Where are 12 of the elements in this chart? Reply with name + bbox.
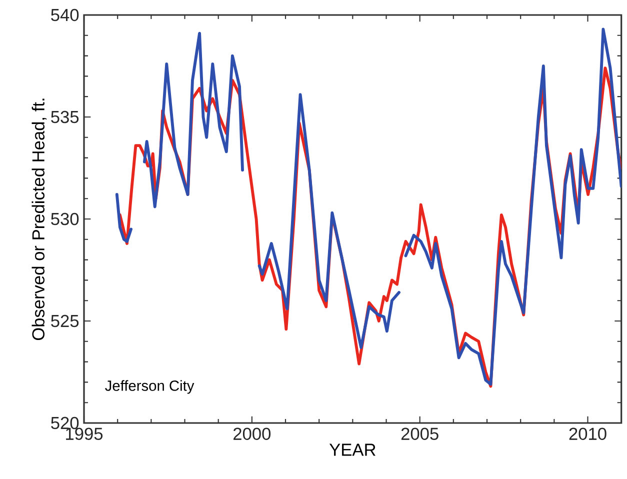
x-axis-title: YEAR (329, 444, 376, 456)
y-tick-label: 530 (51, 212, 79, 226)
y-tick-label: 535 (51, 110, 79, 124)
x-tick-label: 2005 (401, 428, 438, 440)
y-tick-label: 520 (51, 416, 79, 430)
x-tick-label: 2010 (569, 428, 606, 440)
y-axis-title: Observed or Predicted Head, ft. (32, 98, 47, 340)
x-tick-label: 2000 (234, 428, 271, 440)
x-tick-label: 1995 (66, 428, 103, 440)
annotation: Jefferson City (105, 380, 194, 394)
y-tick-label: 540 (51, 8, 79, 22)
y-tick-label: 525 (51, 314, 79, 328)
